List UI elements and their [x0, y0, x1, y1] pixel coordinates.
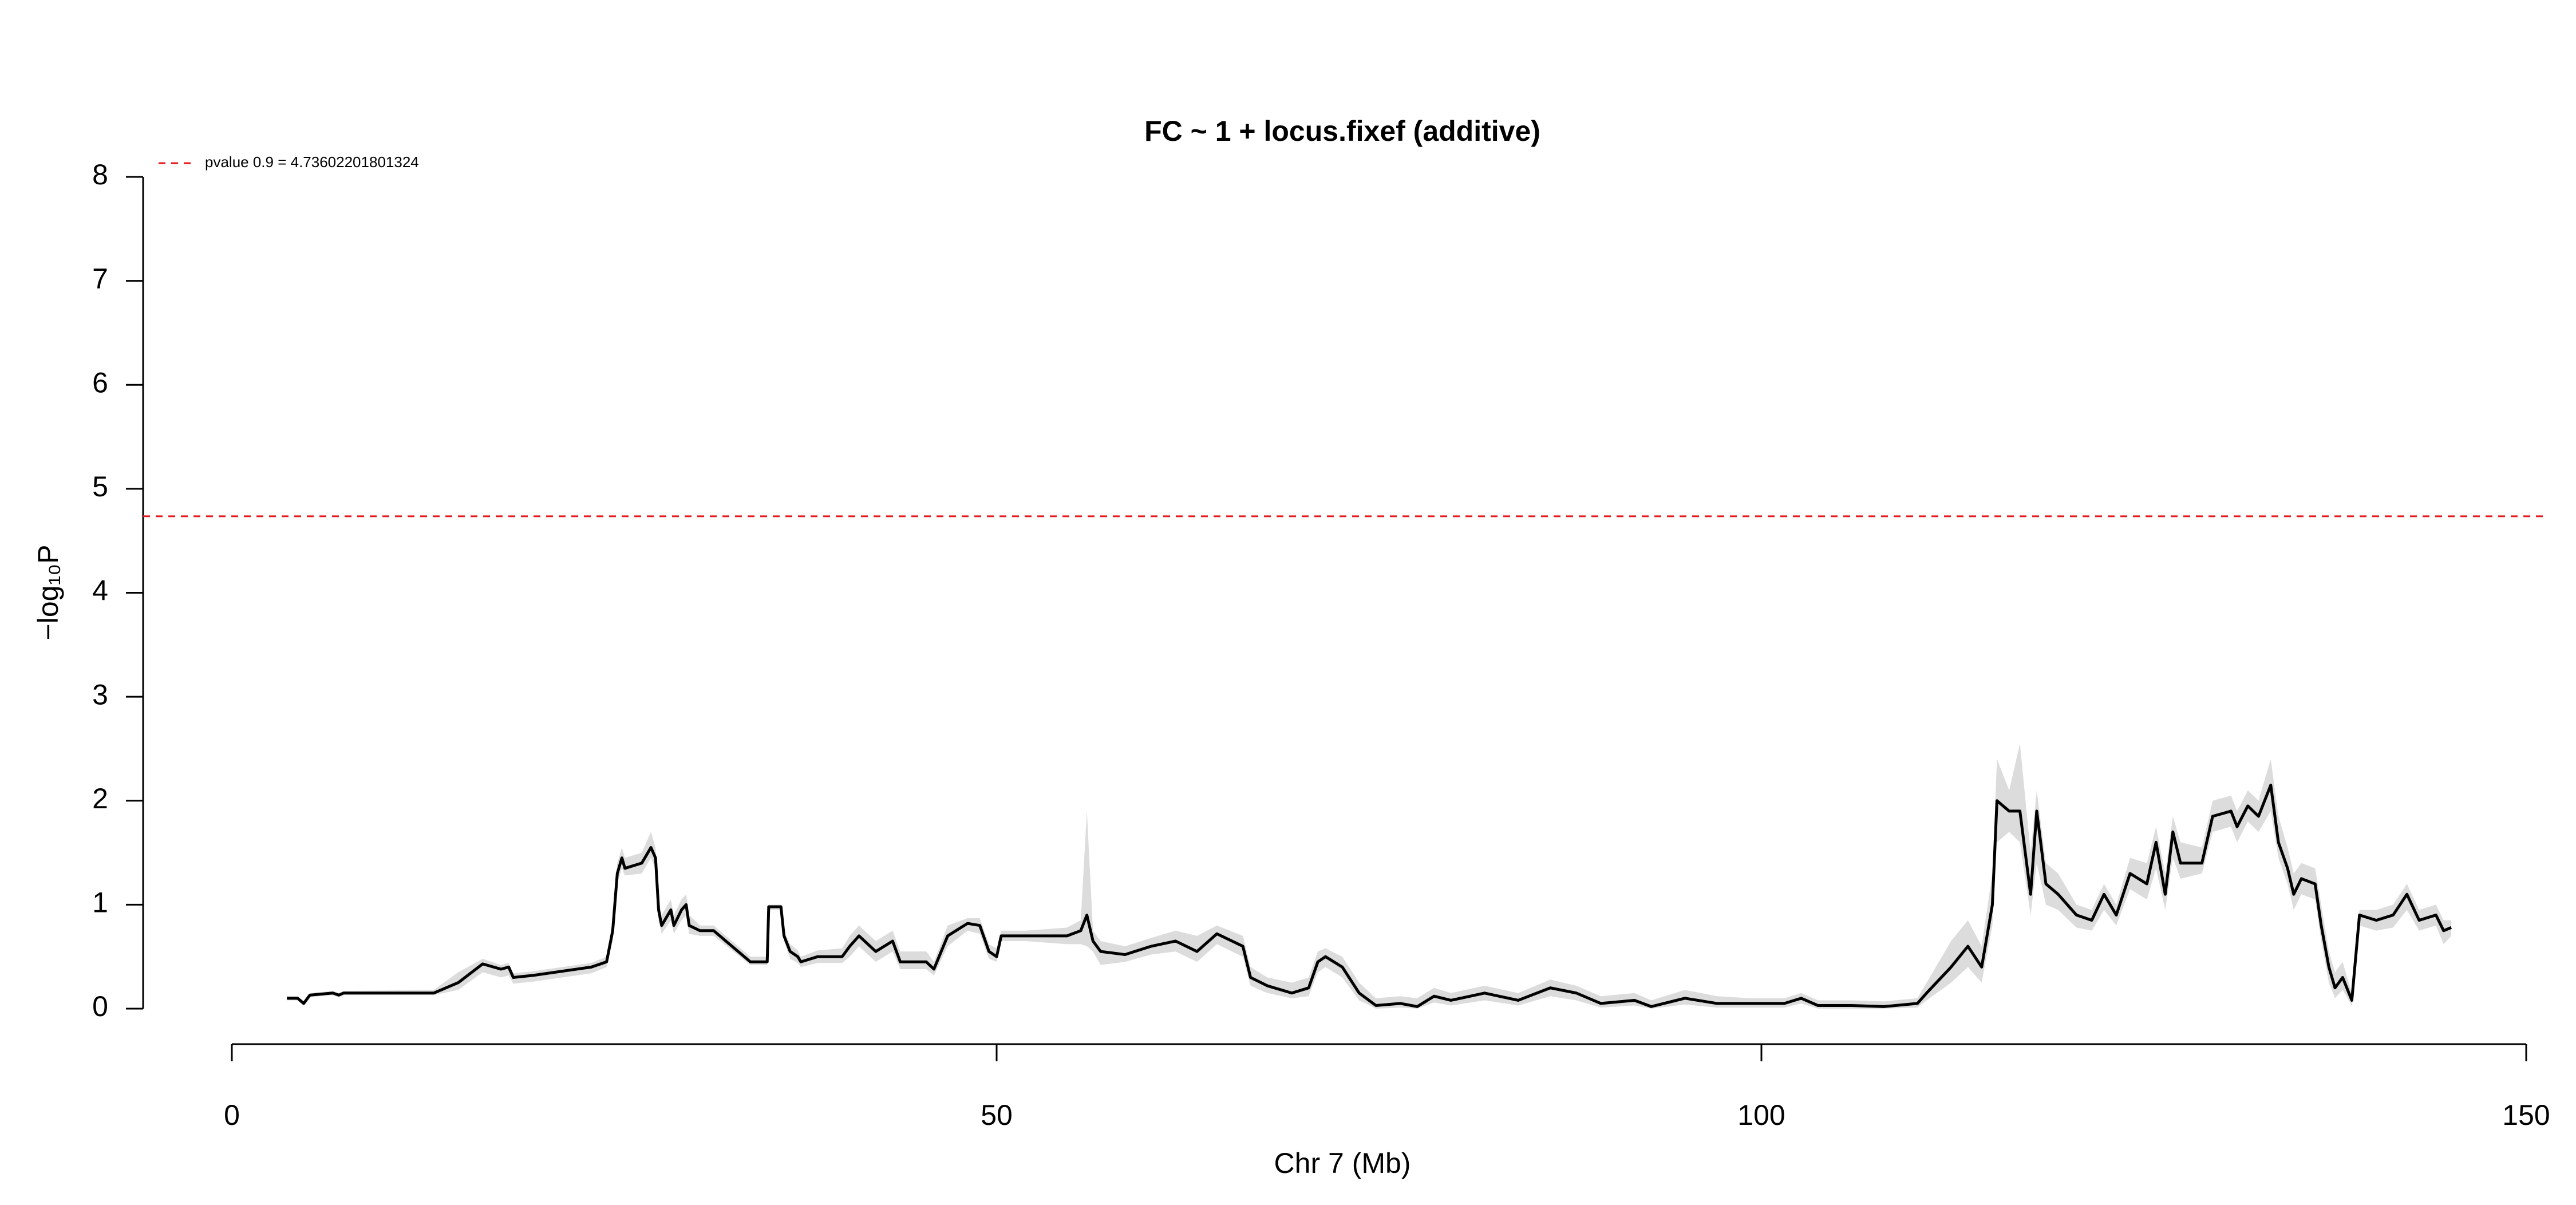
x-tick-label: 50 — [981, 1099, 1013, 1131]
y-tick-label: 8 — [92, 159, 108, 191]
y-axis-label: −log₁₀P — [32, 545, 64, 641]
y-tick-label: 6 — [92, 366, 108, 398]
legend-label: pvalue 0.9 = 4.73602201801324 — [205, 153, 419, 171]
x-tick-label: 100 — [1737, 1099, 1785, 1131]
y-tick-label: 2 — [92, 783, 108, 815]
x-axis-label: Chr 7 (Mb) — [1274, 1147, 1411, 1179]
y-tick-label: 7 — [92, 263, 108, 295]
data-line — [287, 784, 2452, 1008]
y-tick-label: 1 — [92, 887, 108, 919]
y-tick-label: 0 — [92, 990, 108, 1022]
y-tick-label: 5 — [92, 471, 108, 503]
x-tick-label: 0 — [224, 1099, 240, 1131]
y-tick-label: 3 — [92, 678, 108, 710]
chart-title: FC ~ 1 + locus.fixef (additive) — [1144, 115, 1540, 147]
y-tick-label: 4 — [92, 575, 108, 607]
x-tick-label: 150 — [2502, 1099, 2550, 1131]
